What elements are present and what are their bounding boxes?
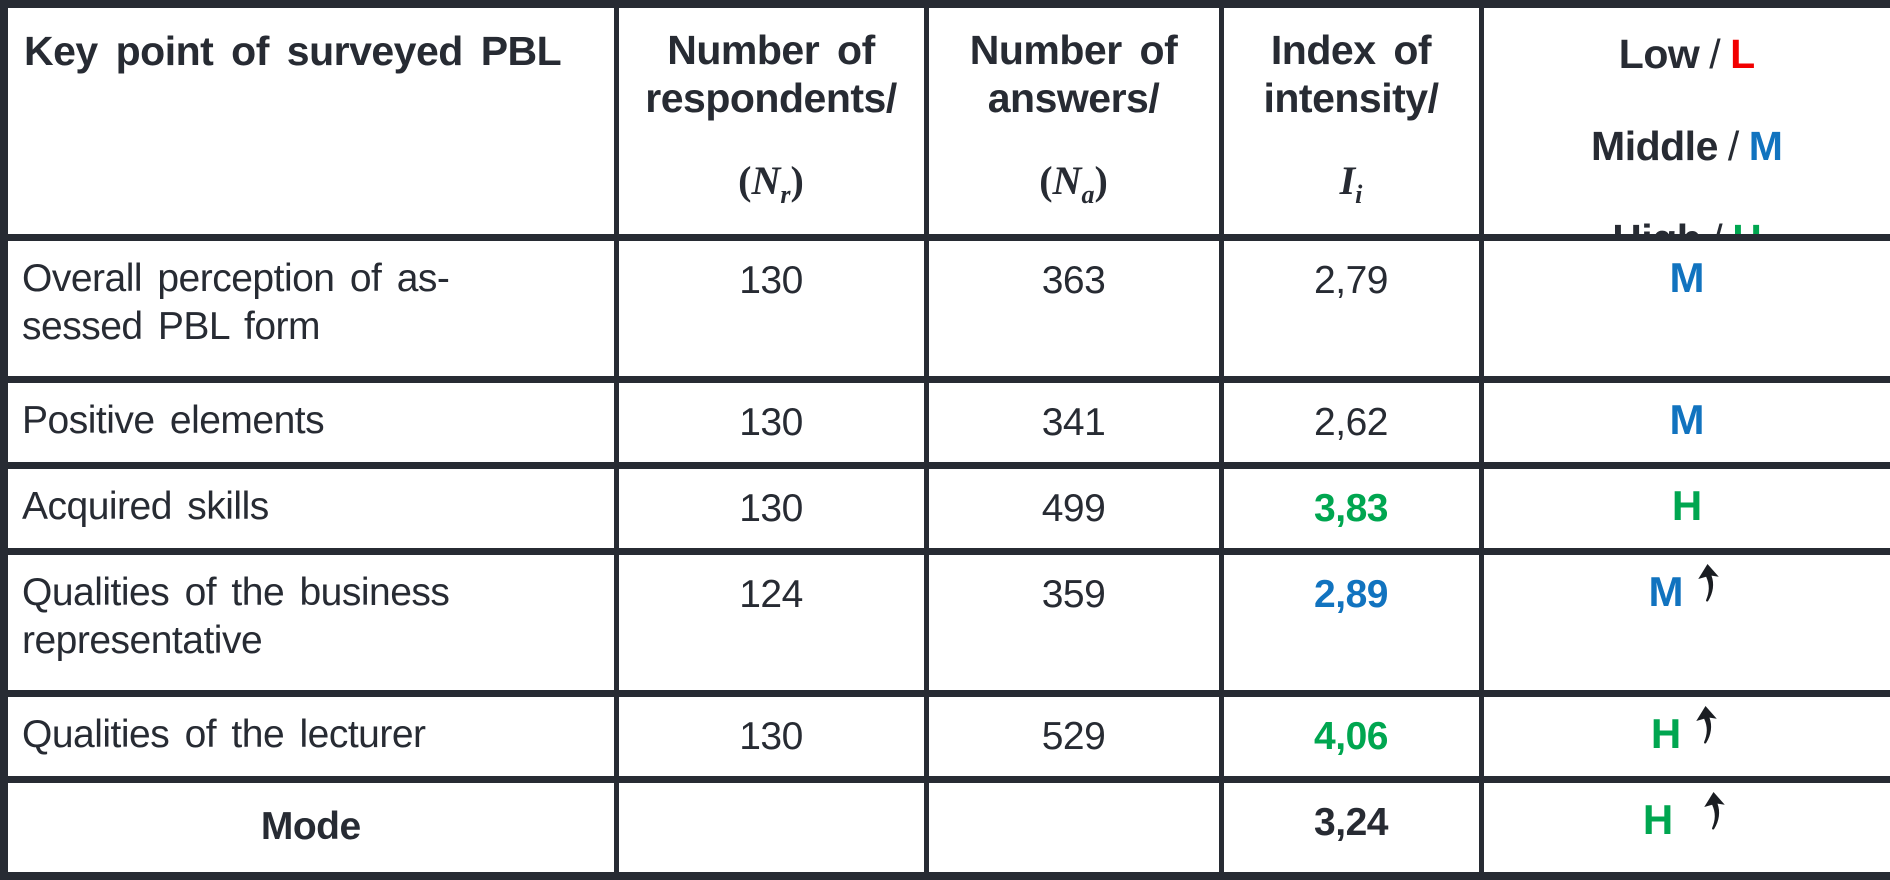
header-answers-line1: Number of xyxy=(970,26,1178,74)
rating-letter: M xyxy=(1670,397,1705,443)
cell-respondents: 124 xyxy=(616,551,926,693)
cell-index: 4,06 xyxy=(1221,693,1481,779)
cell-index: 3,24 xyxy=(1221,779,1481,876)
cell-rating: H xyxy=(1481,693,1890,779)
row-qualities-lecturer: Qualities of the lecturer 130 529 4,06 H xyxy=(4,693,1890,779)
cell-respondents: 130 xyxy=(616,237,926,379)
header-index-line2: intensity/ xyxy=(1264,74,1439,122)
row-mode: Mode 3,24 H xyxy=(4,779,1890,876)
header-index-intensity: Index of intensity/ Ii xyxy=(1221,4,1481,237)
row-positive-elements: Positive elements 130 341 2,62 M xyxy=(4,379,1890,465)
symbol-n-a: (Na) xyxy=(1039,157,1108,210)
cell-answers: 363 xyxy=(926,237,1221,379)
header-respondents: Number of respondents/ (Nr) xyxy=(616,4,926,237)
symbol-i-i: Ii xyxy=(1340,157,1363,210)
legend-letter-low: L xyxy=(1730,31,1755,77)
cell-respondents: 130 xyxy=(616,379,926,465)
header-respondents-line1: Number of xyxy=(667,26,875,74)
cell-rating: H xyxy=(1481,465,1890,551)
rating-letter: M xyxy=(1649,569,1684,615)
upward-curved-arrow-icon xyxy=(1701,791,1731,833)
legend-high: High/H xyxy=(1484,219,1890,238)
cell-key-point: Qualities of the lecturer xyxy=(4,693,616,779)
rating-letter: H xyxy=(1643,797,1673,843)
header-answers-line2: answers/ xyxy=(988,74,1160,122)
cell-rating: M xyxy=(1481,379,1890,465)
cell-rating: M xyxy=(1481,237,1890,379)
cell-index: 2,89 xyxy=(1221,551,1481,693)
cell-answers xyxy=(926,779,1221,876)
cell-rating: H xyxy=(1481,779,1890,876)
cell-key-point: Acquired skills xyxy=(4,465,616,551)
header-answers: Number of answers/ (Na) xyxy=(926,4,1221,237)
header-key-point: Key point of surveyed PBL xyxy=(4,4,616,237)
rating-letter: H xyxy=(1672,483,1702,529)
table-header-row: Key point of surveyed PBL Number of resp… xyxy=(4,4,1890,237)
cell-key-point: Overall perception of as-sessed PBL form xyxy=(4,237,616,379)
cell-mode-label: Mode xyxy=(4,779,616,876)
cell-answers: 359 xyxy=(926,551,1221,693)
header-key-point-label: Key point of surveyed PBL xyxy=(8,8,614,75)
row-overall-perception: Overall perception of as-sessed PBL form… xyxy=(4,237,1890,379)
legend-letter-middle: M xyxy=(1749,123,1783,169)
legend-letter-high: H xyxy=(1732,216,1761,238)
slash-separator: / xyxy=(1718,123,1749,169)
cell-index: 2,79 xyxy=(1221,237,1481,379)
cell-answers: 499 xyxy=(926,465,1221,551)
header-rating-legend: Low/L Middle/M High/H xyxy=(1481,4,1890,237)
cell-answers: 529 xyxy=(926,693,1221,779)
cell-respondents: 130 xyxy=(616,465,926,551)
upward-curved-arrow-icon xyxy=(1693,705,1723,747)
slash-separator: / xyxy=(1699,31,1730,77)
legend-middle: Middle/M xyxy=(1484,126,1890,167)
cell-respondents: 130 xyxy=(616,693,926,779)
legend-low: Low/L xyxy=(1484,34,1890,75)
slash-separator: / xyxy=(1701,216,1732,238)
upward-curved-arrow-icon xyxy=(1695,563,1725,605)
rating-letter: H xyxy=(1651,711,1681,757)
rating-letter: M xyxy=(1670,255,1705,301)
row-acquired-skills: Acquired skills 130 499 3,83 H xyxy=(4,465,1890,551)
cell-index: 3,83 xyxy=(1221,465,1481,551)
header-index-line1: Index of xyxy=(1271,26,1431,74)
cell-key-point: Positive elements xyxy=(4,379,616,465)
cell-index: 2,62 xyxy=(1221,379,1481,465)
symbol-n-r: (Nr) xyxy=(738,157,804,210)
header-respondents-line2: respondents/ xyxy=(645,74,896,122)
cell-rating: M xyxy=(1481,551,1890,693)
cell-answers: 341 xyxy=(926,379,1221,465)
cell-respondents xyxy=(616,779,926,876)
